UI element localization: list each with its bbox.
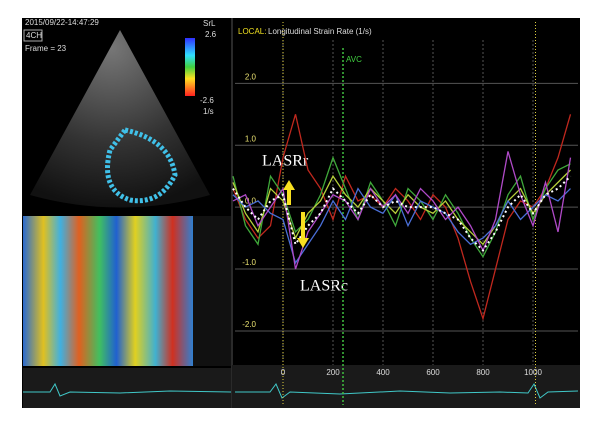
local-label: LOCAL: [238, 27, 266, 36]
tracking-region [105, 127, 178, 204]
view-box [23, 29, 43, 42]
x-tick-label: 400 [376, 368, 390, 377]
x-tick-label: 800 [476, 368, 490, 377]
y-tick-label: 1.0 [245, 134, 257, 143]
scale-name: SrL [203, 19, 216, 28]
scale-min: -2.6 [200, 96, 214, 105]
scale-max: 2.6 [205, 30, 217, 39]
color-map [23, 216, 193, 366]
color-map-side [193, 216, 231, 366]
color-bar [185, 38, 195, 96]
y-tick-label: -2.0 [242, 320, 256, 329]
arrow-up [283, 180, 295, 205]
arrow-down [297, 212, 309, 248]
x-tick-label: 1000 [524, 368, 542, 377]
series-line [232, 175, 572, 253]
plot: 2.0 1.0 0.0 -1.0 -2.0 0 200 400 600 800 1000 AVC [232, 22, 578, 405]
x-tick-label: 0 [281, 368, 286, 377]
ecg-strip [232, 365, 580, 408]
series-line [232, 155, 571, 258]
avc-label: AVC [346, 55, 362, 64]
x-tick-label: 200 [326, 368, 340, 377]
y-tick-label: 2.0 [245, 72, 257, 81]
ecg-left [23, 382, 232, 397]
series-line [232, 187, 571, 265]
scale-unit: 1/s [203, 107, 214, 116]
y-tick-label: -1.0 [242, 258, 256, 267]
timestamp: 2015/09/22-14:47:29 [25, 18, 99, 27]
y-tick-label: 0.0 [245, 196, 257, 205]
ultrasound-fan [30, 30, 210, 208]
x-tick-label: 600 [426, 368, 440, 377]
lasrc-label: LASRc [300, 278, 348, 295]
lasrr-label: LASRr [262, 153, 309, 170]
ecg-strip-left [23, 368, 231, 408]
frame-label: Frame = 23 [25, 44, 67, 53]
chart-title: Longitudinal Strain Rate (1/s) [268, 27, 372, 36]
ecg [235, 382, 579, 399]
view-label: 4CH [26, 31, 42, 40]
